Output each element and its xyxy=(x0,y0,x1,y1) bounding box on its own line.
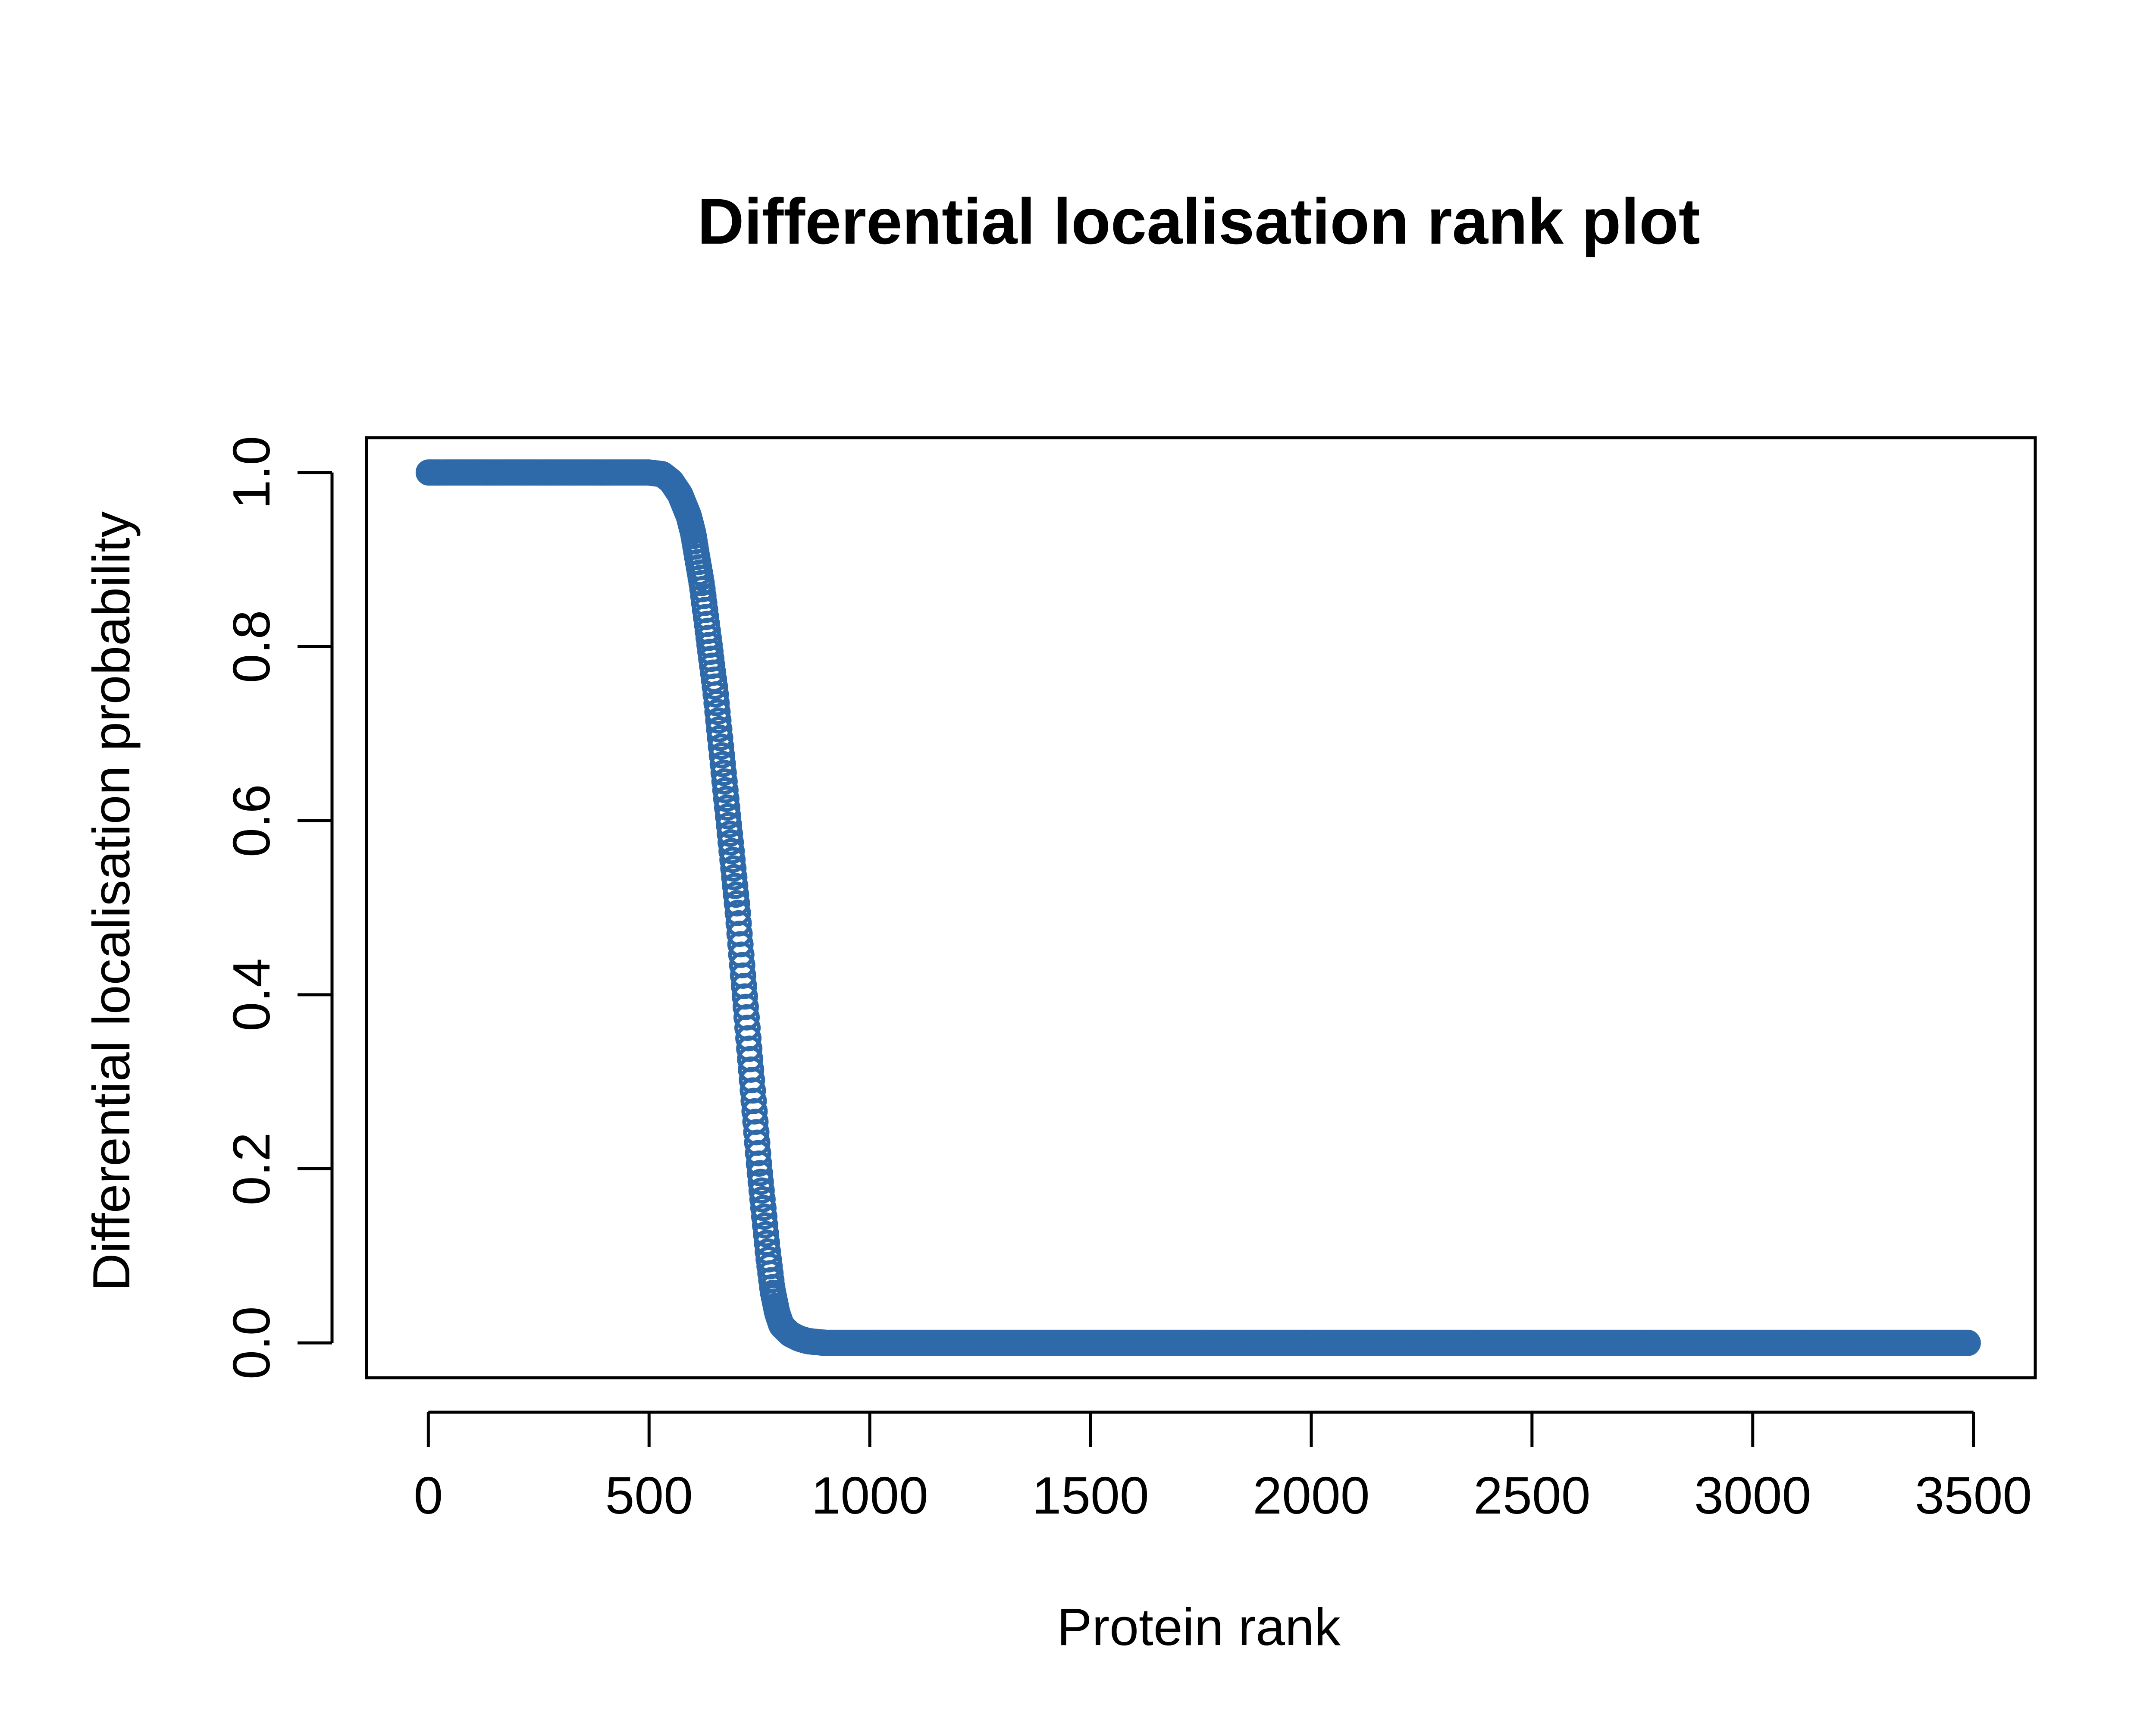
x-tick-label: 500 xyxy=(605,1466,693,1525)
x-axis: 0 500 1000 1500 2000 2500 3000 3500 xyxy=(414,1410,2032,1525)
y-tick-label: 0.6 xyxy=(222,784,281,857)
data-point xyxy=(748,1177,775,1204)
data-point xyxy=(723,881,749,908)
x-tick-label: 1000 xyxy=(811,1466,928,1525)
x-tick-label: 3500 xyxy=(1915,1466,2032,1525)
data-points xyxy=(415,459,1981,1356)
data-point xyxy=(706,716,733,743)
data-point xyxy=(746,1150,772,1177)
y-tick-label: 1.0 xyxy=(222,436,281,509)
data-point xyxy=(750,1194,777,1221)
data-point xyxy=(752,1212,778,1239)
data-point xyxy=(747,1169,774,1195)
data-point xyxy=(746,1160,773,1187)
data-point xyxy=(719,846,746,873)
x-tick-label: 0 xyxy=(414,1466,443,1525)
x-tick-label: 1500 xyxy=(1032,1466,1149,1525)
data-point xyxy=(708,733,734,760)
data-point xyxy=(709,751,736,777)
data-point xyxy=(712,777,739,803)
chart-title: Differential localisation rank plot xyxy=(697,185,1700,257)
data-point xyxy=(720,855,747,882)
data-point xyxy=(711,768,738,795)
data-point xyxy=(1954,1329,1981,1356)
data-point xyxy=(718,838,745,865)
y-tick-label: 0.8 xyxy=(222,610,281,683)
data-point xyxy=(710,759,737,786)
data-point xyxy=(714,794,740,821)
y-axis: 0.0 0.2 0.4 0.6 0.8 1.0 xyxy=(222,436,334,1379)
plot-frame xyxy=(365,436,2037,1379)
y-tick-label: 0.2 xyxy=(222,1132,281,1206)
x-tick-label: 2000 xyxy=(1253,1466,1369,1525)
data-point xyxy=(715,803,741,830)
data-point xyxy=(751,1204,777,1230)
data-point xyxy=(716,812,743,838)
data-point xyxy=(745,1140,771,1166)
data-point xyxy=(724,890,750,917)
y-tick-label: 0.4 xyxy=(222,958,281,1031)
data-point xyxy=(718,829,744,856)
data-point xyxy=(708,742,735,769)
x-axis-label: Protein rank xyxy=(1057,1598,1341,1656)
y-axis-label: Differential localisation probability xyxy=(82,511,141,1291)
data-point xyxy=(703,690,730,717)
data-point xyxy=(749,1186,776,1213)
data-point xyxy=(721,864,748,890)
data-point xyxy=(707,724,733,751)
data-point xyxy=(704,699,731,725)
x-tick-label: 3000 xyxy=(1694,1466,1811,1525)
data-point xyxy=(702,681,729,708)
y-tick-label: 0.0 xyxy=(222,1306,281,1379)
data-point xyxy=(713,786,740,812)
x-tick-label: 2500 xyxy=(1473,1466,1590,1525)
data-point xyxy=(722,873,749,900)
data-point xyxy=(705,707,732,734)
data-point xyxy=(753,1221,780,1247)
data-point xyxy=(717,820,743,847)
